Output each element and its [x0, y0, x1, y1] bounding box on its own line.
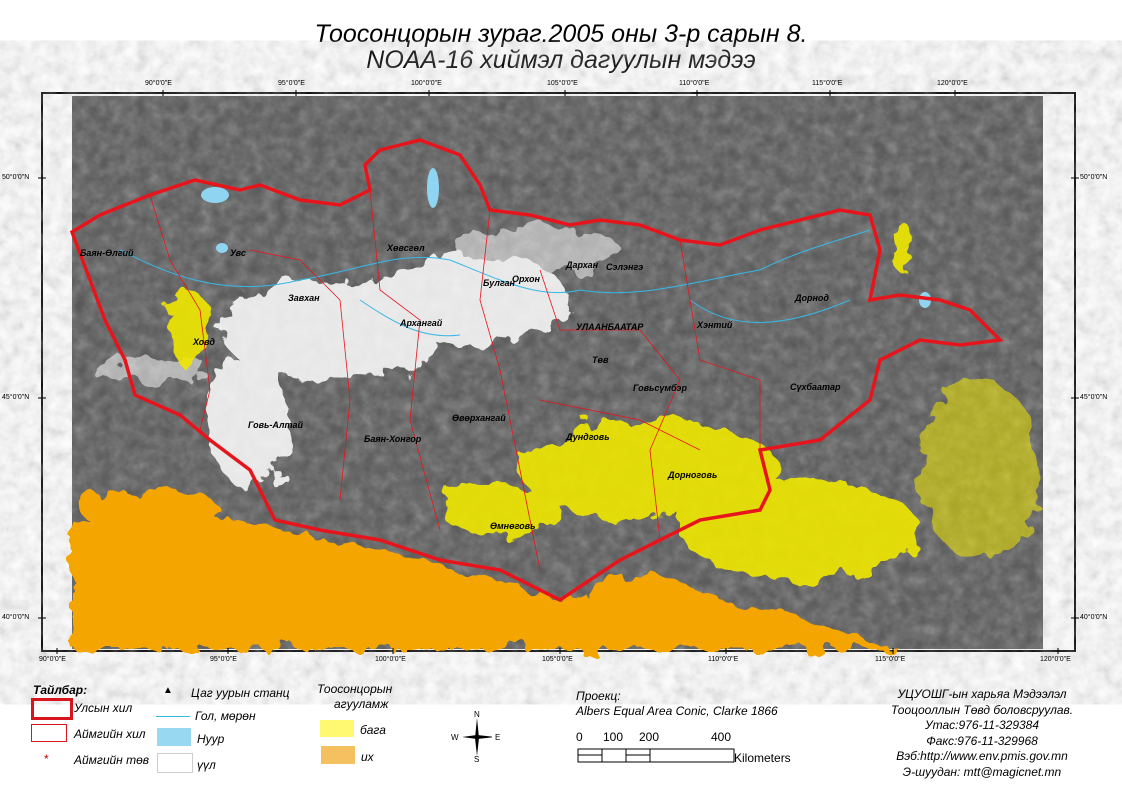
- dust-low-swatch: [320, 720, 354, 737]
- tick-label-bottom: 100°0'0"E: [375, 656, 406, 663]
- aimag-label: Дорнод: [795, 293, 829, 303]
- tick-label-left: 40°0'0"N: [2, 614, 30, 621]
- tick-label-top: 115°0'0"E: [812, 80, 843, 87]
- aimag-label: Баян-Өлгий: [80, 248, 134, 258]
- scale-tick-200: 200: [639, 730, 660, 744]
- aimag-label: Хэнтий: [697, 320, 733, 330]
- aimag-label: Дундговь: [566, 432, 610, 442]
- aimag-label: Увс: [230, 248, 246, 258]
- aimag-label: Төв: [592, 355, 609, 365]
- dust-high-area: [72, 490, 900, 649]
- aimag-label: Өвөрхангай: [452, 413, 506, 423]
- aimag-label: Булган: [483, 278, 515, 288]
- legend-title: Тайлбар:: [33, 683, 88, 697]
- credit-line: Факс:976-11-329968: [926, 733, 1038, 748]
- national-border-swatch: [31, 698, 73, 720]
- rivers: [119, 229, 871, 337]
- tick-label-right: 45°0'0"N: [1080, 394, 1108, 401]
- tick-label-bottom: 115°0'0"E: [875, 656, 906, 663]
- tick-label-right: 40°0'0"N: [1080, 614, 1108, 621]
- aimag-label: Баян-Хонгор: [364, 434, 422, 444]
- legend-aimag-center: Аймгийн төв: [74, 753, 150, 767]
- credit-line: Э-шуудан: mtt@magicnet.mn: [902, 764, 1062, 779]
- tick-label-bottom: 105°0'0"E: [542, 656, 573, 663]
- credit-line: Вэб:http://www.env.pmis.gov.mn: [896, 749, 1068, 763]
- tick-label-top: 95°0'0"E: [278, 80, 305, 87]
- aimag-label: Орхон: [512, 274, 540, 284]
- aimag-label: Говь-Алтай: [248, 420, 303, 430]
- north-arrow-icon: [462, 718, 492, 756]
- projection-label: Проекц:: [576, 689, 621, 703]
- legend-dust-low: бага: [360, 723, 386, 737]
- aimag-label: Завхан: [288, 293, 320, 303]
- legend-river: Гол, мөрөн: [195, 709, 256, 723]
- aimag-label: Сэлэнгэ: [606, 262, 644, 272]
- graticule-ticks: [38, 90, 1079, 654]
- aimag-label: УЛААНБААТАР: [576, 322, 644, 332]
- legend-dust-title-1: Тоосонцорын: [317, 682, 393, 696]
- legend-cloud: үүл: [197, 758, 216, 772]
- compass-s: S: [474, 755, 480, 764]
- aimag-center-star-icon: *: [44, 752, 49, 766]
- scale-tick-100: 100: [603, 730, 624, 744]
- river-line-swatch: [156, 716, 190, 717]
- aimag-label: Өмнөговь: [490, 521, 536, 531]
- lake-swatch: [157, 728, 191, 746]
- aimag-label: Дорноговь: [668, 470, 718, 480]
- legend-weather-station: Цаг уурын станц: [191, 686, 290, 700]
- dust-high-swatch: [321, 746, 355, 764]
- aimag-borders: [149, 189, 761, 571]
- tick-label-left: 45°0'0"N: [2, 394, 30, 401]
- aimag-label: Сүхбаатар: [790, 382, 841, 392]
- credits-block: УЦУОШГ-ын харьяа Мэдээлэл Тооцооллын Төвд…: [862, 687, 1102, 780]
- tick-label-top: 120°0'0"E: [937, 80, 968, 87]
- compass-e: E: [495, 733, 501, 742]
- national-border: [69, 138, 1004, 603]
- scale-tick-400: 400: [711, 730, 732, 744]
- cloud-swatch: [157, 753, 193, 773]
- map-title-line1: Тоосонцорын зураг.2005 оны 3-р сарын 8.: [314, 20, 808, 48]
- tick-label-left: 50°0'0"N: [2, 174, 30, 181]
- weather-station-triangle-icon: ▲: [163, 685, 173, 696]
- credit-line: УЦУОШГ-ын харьяа Мэдээлэл: [897, 687, 1067, 701]
- dust-low-area: [170, 225, 1040, 580]
- aimag-label: Ховд: [193, 337, 215, 347]
- tick-label-top: 90°0'0"E: [145, 80, 172, 87]
- compass-w: W: [451, 733, 459, 742]
- map-title-line2: NOAA-16 хиймэл дагуулын мэдээ: [366, 46, 756, 74]
- legend-dust-title-2: агууламж: [334, 697, 389, 711]
- lakes: [201, 168, 931, 308]
- aimag-label: Дархан: [566, 260, 599, 270]
- tick-label-right: 50°0'0"N: [1080, 174, 1108, 181]
- projection-value: Albers Equal Area Conic, Clarke 1866: [576, 704, 778, 718]
- tick-label-top: 105°0'0"E: [547, 80, 578, 87]
- aimag-label: Хөвсгөл: [387, 243, 425, 253]
- tick-label-bottom: 90°0'0"E: [39, 656, 66, 663]
- legend-national-border: Улсын хил: [74, 701, 133, 715]
- aimag-border-swatch: [31, 724, 67, 742]
- scale-bar: [577, 748, 735, 763]
- aimag-label: Архангай: [400, 318, 443, 328]
- cloud-cover: [90, 225, 620, 490]
- tick-label-top: 100°0'0"E: [411, 80, 442, 87]
- legend-lake: Нуур: [197, 732, 225, 746]
- scale-tick-0: 0: [576, 730, 583, 744]
- aimag-label: Говьсүмбэр: [633, 383, 687, 393]
- compass-n: N: [474, 710, 480, 719]
- credit-line: Тооцооллын Төвд боловсруулав.: [890, 702, 1074, 717]
- legend-aimag-border: Аймгийн хил: [74, 727, 146, 741]
- scale-unit: Kilometers: [734, 751, 791, 765]
- tick-label-top: 110°0'0"E: [679, 80, 710, 87]
- legend-dust-high: их: [361, 750, 374, 764]
- credit-line: Утас:976-11-329384: [924, 718, 1040, 732]
- tick-label-bottom: 95°0'0"E: [210, 656, 237, 663]
- tick-label-bottom: 120°0'0"E: [1040, 656, 1071, 663]
- tick-label-bottom: 110°0'0"E: [708, 656, 739, 663]
